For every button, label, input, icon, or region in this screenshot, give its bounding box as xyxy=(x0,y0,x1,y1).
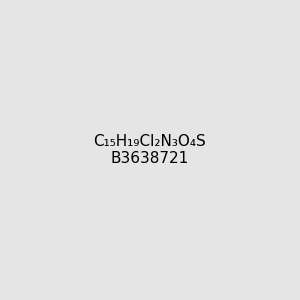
Text: C₁₅H₁₉Cl₂N₃O₄S
B3638721: C₁₅H₁₉Cl₂N₃O₄S B3638721 xyxy=(94,134,206,166)
